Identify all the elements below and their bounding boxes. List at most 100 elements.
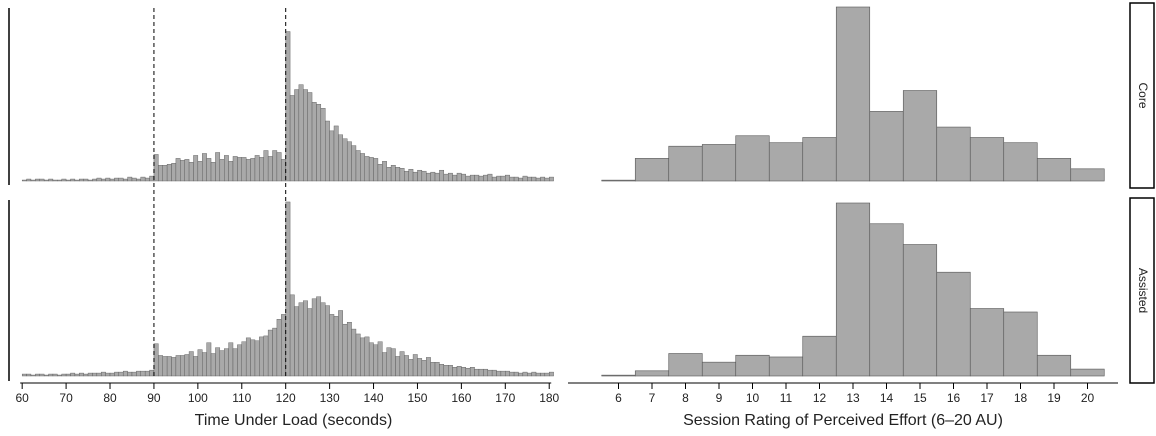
histogram-bar — [43, 374, 49, 377]
histogram-bar — [329, 314, 335, 377]
histogram-bar — [263, 335, 269, 377]
rpe-bar — [735, 354, 770, 377]
histogram-bar — [483, 368, 488, 377]
histogram-bar — [210, 162, 216, 182]
histogram-bar — [197, 161, 203, 182]
histogram-bar — [96, 177, 102, 182]
histogram-bar — [333, 316, 339, 377]
histogram-bar — [263, 150, 269, 182]
rpe-bar — [668, 353, 703, 377]
histogram-bar — [180, 355, 185, 377]
histogram-bar — [303, 89, 308, 182]
rpe-bar — [1036, 158, 1072, 182]
histogram-bar — [52, 373, 58, 377]
rpe-bar — [1036, 354, 1072, 377]
histogram-bar — [421, 170, 427, 182]
rpe-bar — [869, 223, 904, 377]
histogram-bar — [487, 173, 493, 182]
histogram-bar — [65, 373, 71, 377]
histogram-bar — [395, 167, 401, 182]
histogram-bar — [272, 150, 278, 182]
histogram-bar — [395, 356, 401, 377]
histogram-bar — [153, 343, 159, 377]
histogram-bar — [452, 174, 458, 182]
histogram-bar — [74, 373, 80, 377]
histogram-bar — [386, 167, 392, 182]
histogram-bar — [48, 373, 54, 377]
histogram-bar — [509, 371, 515, 377]
histogram-bar — [285, 31, 291, 182]
histogram-bar — [144, 370, 150, 377]
histogram-bar — [122, 370, 128, 377]
histogram-bar — [215, 152, 221, 182]
left-x-tick-label: 130 — [320, 391, 340, 405]
histogram-bar — [83, 178, 89, 182]
histogram-bar — [166, 356, 172, 377]
histogram-bar — [180, 160, 185, 182]
histogram-bar — [224, 155, 229, 182]
histogram-bar — [202, 352, 207, 377]
left-x-axis-title: Time Under Load (seconds) — [195, 412, 393, 429]
histogram-bar — [232, 156, 238, 182]
histogram-bar — [70, 178, 76, 182]
histogram-bar — [254, 340, 260, 377]
left-x-tick-label: 90 — [147, 391, 161, 405]
left-x-tick-label: 80 — [103, 391, 117, 405]
histogram-bar — [496, 370, 502, 377]
histogram-bar — [237, 344, 242, 377]
right-x-tick-label: 14 — [880, 391, 894, 405]
histogram-bar — [412, 171, 418, 182]
histogram-bar — [355, 150, 361, 182]
histogram-bar — [272, 327, 278, 377]
histogram-bar — [478, 368, 484, 377]
histogram-bar — [30, 374, 36, 377]
right-x-tick-label: 16 — [947, 391, 961, 405]
histogram-bar — [426, 172, 431, 182]
histogram-bar — [549, 176, 554, 182]
histogram-bar — [206, 158, 212, 182]
histogram-bar — [105, 177, 111, 182]
histogram-bar — [87, 179, 93, 182]
histogram-bar — [188, 162, 194, 182]
histogram-bar — [430, 171, 436, 182]
histogram-bar — [478, 175, 484, 182]
histogram-bar — [245, 337, 251, 377]
right-x-tick-label: 9 — [716, 391, 723, 405]
histogram-bar — [57, 374, 62, 377]
histogram-bar — [307, 92, 313, 182]
histogram-bar — [434, 362, 440, 377]
histogram-bar — [149, 369, 155, 377]
histogram-bar — [92, 372, 98, 377]
histogram-bar — [316, 296, 322, 377]
histogram-bar — [48, 178, 54, 182]
histogram-bar — [61, 178, 67, 182]
histogram-bar — [171, 357, 177, 377]
histogram-bar — [417, 169, 423, 182]
facet-strip-label: Assisted — [1136, 268, 1150, 313]
rpe-bar — [768, 356, 804, 377]
rpe-bar — [601, 179, 636, 182]
histogram-bar — [456, 172, 462, 182]
histogram-bar — [215, 347, 221, 377]
histogram-bar — [158, 165, 163, 182]
histogram-bar — [443, 365, 449, 377]
histogram-bar — [408, 359, 414, 377]
facet-strip — [1129, 2, 1155, 189]
rpe-bar — [969, 137, 1005, 182]
histogram-bar — [544, 372, 550, 377]
histogram-bar — [417, 358, 423, 377]
right-x-tick-label: 11 — [780, 391, 793, 405]
histogram-bar — [267, 156, 273, 182]
histogram-bar — [549, 371, 554, 377]
histogram-bar — [338, 134, 343, 182]
left-x-tick-label: 140 — [364, 391, 384, 405]
histogram-bar — [101, 371, 106, 377]
histogram-bar — [241, 341, 247, 377]
histogram-bar — [474, 174, 480, 182]
histogram-bar — [184, 354, 190, 377]
histogram-bar — [465, 175, 471, 182]
histogram-bar — [219, 350, 225, 377]
histogram-bar — [346, 141, 352, 182]
histogram-bar — [540, 176, 546, 182]
